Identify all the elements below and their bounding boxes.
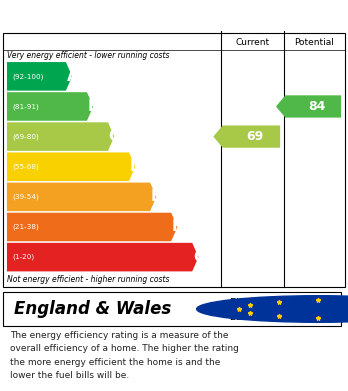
Text: (81-91): (81-91) [12,103,39,110]
Polygon shape [7,62,72,91]
Text: The energy efficiency rating is a measure of the
overall efficiency of a home. T: The energy efficiency rating is a measur… [10,331,239,380]
Text: England & Wales: England & Wales [14,300,171,318]
Text: (39-54): (39-54) [12,194,39,200]
Text: Not energy efficient - higher running costs: Not energy efficient - higher running co… [7,275,169,284]
Text: Potential: Potential [294,38,334,47]
Polygon shape [213,126,280,148]
Polygon shape [7,213,177,241]
Polygon shape [7,183,156,211]
Text: B: B [88,99,99,114]
Text: E: E [151,189,161,204]
Text: 2002/91/EC: 2002/91/EC [230,312,286,322]
Text: G: G [193,249,205,265]
Polygon shape [7,152,135,181]
Text: (92-100): (92-100) [12,73,44,80]
Text: Current: Current [235,38,269,47]
Text: D: D [130,159,142,174]
Text: (1-20): (1-20) [12,254,34,260]
Text: (21-38): (21-38) [12,224,39,230]
Text: C: C [109,129,120,144]
Text: Very energy efficient - lower running costs: Very energy efficient - lower running co… [7,51,169,60]
Text: 69: 69 [246,130,263,143]
Text: 84: 84 [308,100,325,113]
Polygon shape [7,92,93,121]
Text: A: A [66,69,78,84]
Circle shape [197,296,348,322]
Text: Energy Efficiency Rating: Energy Efficiency Rating [10,4,220,19]
Polygon shape [276,95,341,118]
Text: F: F [172,219,182,235]
Text: EU Directive: EU Directive [230,298,290,308]
Text: (69-80): (69-80) [12,133,39,140]
Text: (55-68): (55-68) [12,163,39,170]
Polygon shape [7,122,114,151]
Polygon shape [7,243,198,271]
